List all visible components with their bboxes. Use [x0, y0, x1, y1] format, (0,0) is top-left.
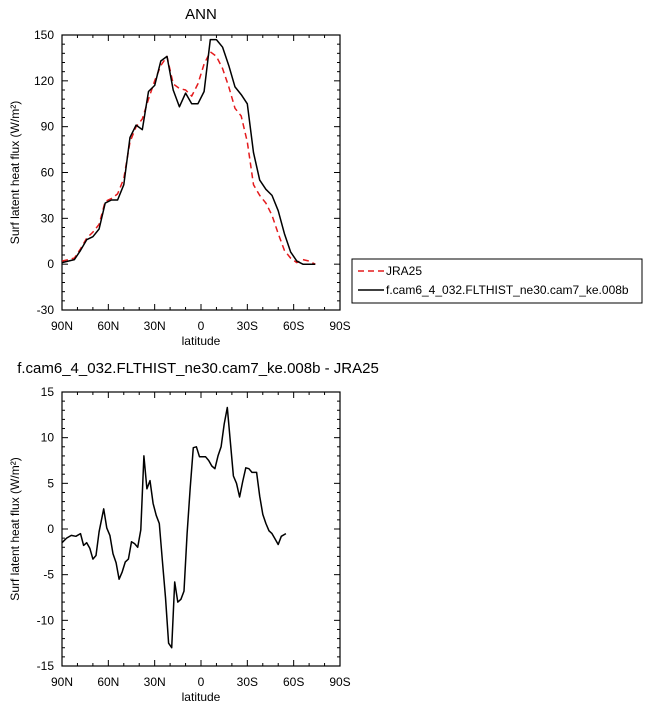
- x-axis-label: latitude: [182, 690, 221, 704]
- legend: JRA25 f.cam6_4_032.FLTHIST_ne30.cam7_ke.0…: [351, 258, 643, 304]
- series-line-1: [61, 406, 287, 649]
- y-tick-label: -10: [37, 613, 55, 627]
- y-tick-label: 90: [41, 120, 55, 134]
- x-tick-label: 90N: [51, 319, 73, 333]
- x-tick-label: 0: [198, 675, 205, 689]
- chart-title: f.cam6_4_032.FLTHIST_ne30.cam7_ke.008b -…: [17, 360, 379, 377]
- x-tick-label: 30N: [144, 675, 166, 689]
- x-tick-label: 90N: [51, 675, 73, 689]
- chart-panel-2: f.cam6_4_032.FLTHIST_ne30.cam7_ke.008b -…: [8, 360, 379, 704]
- x-tick-label: 60S: [283, 319, 304, 333]
- y-tick-label: 0: [47, 522, 54, 536]
- series-line-1: [61, 51, 316, 265]
- y-axis-label: Surf latent heat flux (W/m²): [8, 457, 22, 600]
- x-tick-label: 0: [198, 319, 205, 333]
- x-tick-label: 30S: [237, 675, 258, 689]
- x-tick-label: 30S: [237, 319, 258, 333]
- legend-label-2: f.cam6_4_032.FLTHIST_ne30.cam7_ke.008b: [386, 283, 629, 297]
- y-tick-label: 0: [47, 257, 54, 271]
- x-tick-label: 30N: [144, 319, 166, 333]
- x-axis-label: latitude: [182, 334, 221, 348]
- y-tick-label: 15: [41, 385, 55, 399]
- plot-frame: [61, 391, 341, 667]
- y-tick-label: 30: [41, 211, 55, 225]
- chart-title: ANN: [185, 6, 217, 23]
- x-tick-label: 60N: [97, 319, 119, 333]
- x-tick-label: 60N: [97, 675, 119, 689]
- y-tick-label: 5: [47, 476, 54, 490]
- y-tick-label: 120: [34, 74, 54, 88]
- y-tick-label: 10: [41, 431, 55, 445]
- y-tick-label: 60: [41, 166, 55, 180]
- legend-label-1: JRA25: [386, 264, 422, 278]
- x-tick-label: 90S: [329, 675, 350, 689]
- chart-panel-1: ANN -30 0 30 60 90 120 150 90N 60N 30N 0 30S 60S 90S la…: [8, 6, 643, 348]
- y-tick-label: -15: [37, 659, 55, 673]
- x-tick-label: 90S: [329, 319, 350, 333]
- y-axis-label: Surf latent heat flux (W/m²): [8, 101, 22, 244]
- y-tick-label: -30: [37, 303, 55, 317]
- x-tick-label: 60S: [283, 675, 304, 689]
- legend-box: [351, 258, 643, 304]
- y-tick-label: 150: [34, 28, 54, 42]
- series-line-2: [61, 38, 316, 265]
- y-tick-label: -5: [43, 568, 54, 582]
